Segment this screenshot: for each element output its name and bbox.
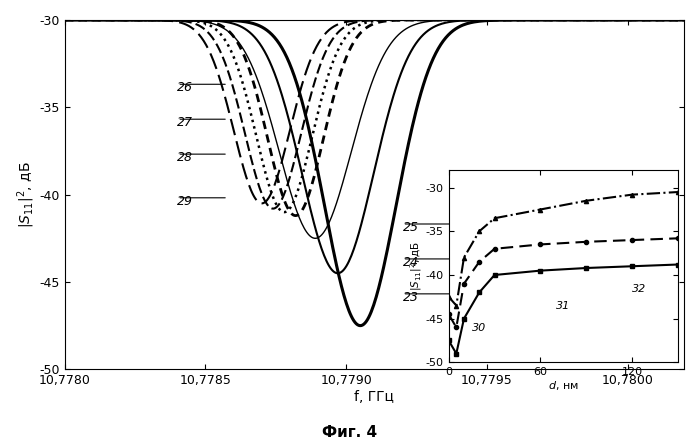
Text: 23: 23 [403,291,419,304]
Text: 26: 26 [178,81,194,94]
Text: Фиг. 4: Фиг. 4 [322,425,377,440]
X-axis label: f, ГГц: f, ГГц [354,390,394,404]
Y-axis label: $|S_{11}|^2$, дБ: $|S_{11}|^2$, дБ [15,161,36,228]
Text: 24: 24 [403,256,419,269]
Text: 25: 25 [403,221,419,234]
Text: 28: 28 [178,151,194,164]
Text: 29: 29 [178,194,194,208]
Text: 27: 27 [178,116,194,129]
